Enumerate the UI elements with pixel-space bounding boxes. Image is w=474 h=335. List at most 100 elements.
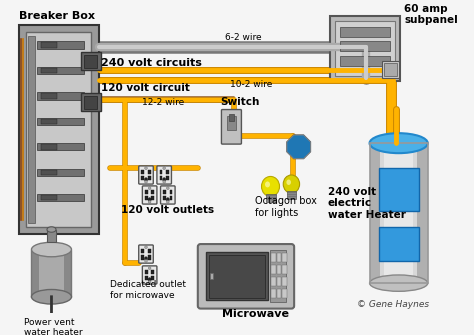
Bar — [141, 176, 144, 181]
Polygon shape — [287, 135, 310, 158]
Bar — [81, 93, 100, 111]
Text: 120 volt circuit: 120 volt circuit — [100, 83, 190, 93]
Bar — [384, 63, 397, 76]
Bar — [37, 92, 84, 99]
Bar — [145, 269, 148, 274]
Bar — [160, 176, 163, 181]
Text: 240 volt circuits: 240 volt circuits — [101, 58, 202, 68]
Text: Octagon box
for lights: Octagon box for lights — [255, 196, 317, 218]
Bar — [379, 227, 419, 261]
Bar — [340, 56, 390, 66]
Bar — [170, 190, 173, 194]
Circle shape — [148, 187, 151, 190]
FancyBboxPatch shape — [142, 186, 157, 204]
Text: 240 volt
electric
water Heater: 240 volt electric water Heater — [328, 187, 406, 220]
Bar — [41, 195, 57, 200]
Circle shape — [166, 200, 169, 203]
Bar — [384, 143, 413, 283]
Ellipse shape — [145, 178, 147, 181]
Bar — [272, 277, 276, 286]
Text: Switch: Switch — [220, 97, 260, 107]
Bar — [210, 273, 213, 279]
Ellipse shape — [262, 177, 280, 196]
Bar — [31, 250, 72, 297]
Bar — [47, 229, 56, 242]
Bar — [340, 27, 390, 37]
Bar — [148, 249, 151, 253]
Bar — [28, 36, 35, 223]
Bar — [37, 67, 84, 74]
Bar — [340, 42, 390, 51]
Bar — [41, 144, 57, 149]
FancyBboxPatch shape — [139, 166, 153, 184]
FancyBboxPatch shape — [157, 166, 172, 184]
Bar — [160, 170, 163, 174]
Bar — [170, 196, 173, 200]
Text: Microwave: Microwave — [221, 309, 289, 319]
Ellipse shape — [148, 278, 151, 281]
Bar — [166, 176, 169, 181]
Bar — [31, 250, 39, 297]
Bar — [283, 265, 287, 274]
Circle shape — [166, 187, 169, 190]
FancyBboxPatch shape — [142, 266, 157, 284]
Bar — [141, 255, 144, 260]
Circle shape — [148, 280, 151, 283]
Ellipse shape — [145, 257, 147, 260]
Circle shape — [148, 200, 151, 203]
Bar — [166, 170, 169, 174]
Bar — [277, 288, 282, 298]
Bar — [37, 118, 84, 125]
Bar — [370, 143, 428, 283]
Bar — [148, 176, 151, 181]
Bar — [84, 55, 97, 68]
Bar — [272, 265, 276, 274]
Bar — [272, 288, 276, 298]
Text: 120 volt outlets: 120 volt outlets — [120, 205, 214, 215]
Bar — [141, 249, 144, 253]
Bar — [41, 119, 57, 124]
Circle shape — [145, 260, 147, 262]
Circle shape — [148, 267, 151, 269]
FancyBboxPatch shape — [139, 245, 153, 263]
Bar — [81, 52, 100, 70]
Bar — [141, 170, 144, 174]
Bar — [383, 61, 399, 78]
Ellipse shape — [265, 182, 270, 188]
Bar — [148, 255, 151, 260]
Bar — [84, 96, 97, 109]
Ellipse shape — [370, 275, 428, 291]
Bar — [64, 250, 72, 297]
Text: 10-2 wire: 10-2 wire — [229, 80, 272, 89]
Bar — [41, 93, 57, 98]
Bar — [417, 143, 428, 283]
Ellipse shape — [370, 133, 428, 153]
Ellipse shape — [31, 289, 72, 304]
Text: 60 amp
subpanel: 60 amp subpanel — [404, 4, 458, 25]
Ellipse shape — [286, 180, 291, 185]
Bar — [270, 251, 286, 302]
Bar — [265, 194, 275, 202]
Bar — [145, 276, 148, 280]
Bar — [287, 191, 296, 199]
Text: 6-2 wire: 6-2 wire — [225, 34, 262, 43]
Bar — [152, 196, 154, 200]
Ellipse shape — [283, 175, 300, 193]
Bar — [41, 68, 57, 73]
Bar — [163, 190, 166, 194]
Bar — [272, 253, 276, 262]
Ellipse shape — [148, 198, 151, 201]
Text: © Gene Haynes: © Gene Haynes — [357, 300, 429, 309]
Bar — [277, 253, 282, 262]
Circle shape — [145, 167, 147, 170]
Bar — [37, 169, 84, 176]
Circle shape — [163, 167, 165, 170]
Bar — [145, 190, 148, 194]
Bar — [145, 196, 148, 200]
Bar — [19, 25, 99, 234]
Bar — [227, 116, 236, 130]
Bar — [229, 114, 234, 121]
Bar — [206, 252, 268, 300]
Text: Power vent
water heater: Power vent water heater — [24, 318, 83, 335]
Ellipse shape — [166, 198, 169, 201]
